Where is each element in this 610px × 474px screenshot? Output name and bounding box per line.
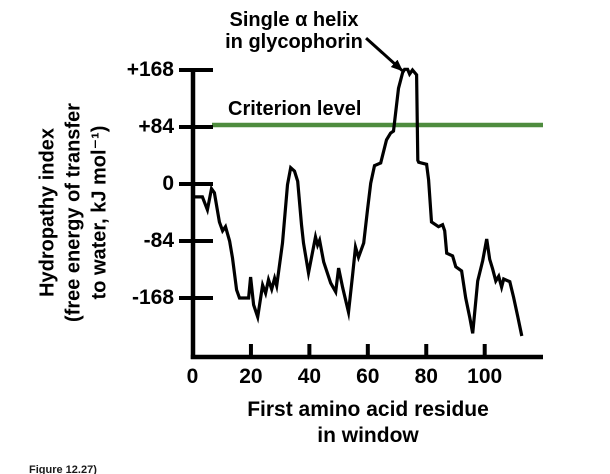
x-tick-label: 0: [186, 365, 199, 388]
criterion-level-label: Criterion level: [228, 98, 362, 120]
hydropathy-curve: [193, 67, 524, 337]
x-axis-title-line1: First amino acid residue: [247, 398, 489, 421]
y-axis-title-line1: Hydropathy index: [36, 128, 59, 297]
annotation-arrow: [365, 36, 404, 72]
y-tick-label: -168: [131, 285, 174, 309]
figure-caption: Figure 12.27): [29, 464, 97, 474]
y-tick-label: +168: [126, 58, 174, 81]
y-axis-title-line2: (free energy of transfer: [62, 103, 85, 322]
x-axis-title-line2: in window: [317, 424, 419, 447]
x-tick-label: 60: [356, 365, 380, 388]
y-tick-label: +84: [138, 115, 174, 138]
peak-annotation: Single α helix in glycophorin: [212, 9, 376, 53]
x-tick-label: 100: [467, 365, 503, 388]
peak-annotation-line1: Single α helix: [229, 9, 359, 31]
peak-annotation-line2: in glycophorin: [225, 31, 363, 53]
y-axis-title: Hydropathy index (free energy of transfe…: [35, 63, 116, 363]
x-tick-label: 80: [414, 365, 438, 388]
y-tick-label: 0: [162, 172, 174, 195]
x-axis-title: First amino acid residue in window: [198, 397, 538, 449]
y-tick-label: -84: [143, 228, 174, 252]
y-axis-title-line3: to water, kJ mol⁻¹): [88, 125, 111, 300]
x-tick-label: 40: [297, 365, 322, 388]
x-tick-label: 20: [239, 365, 263, 388]
